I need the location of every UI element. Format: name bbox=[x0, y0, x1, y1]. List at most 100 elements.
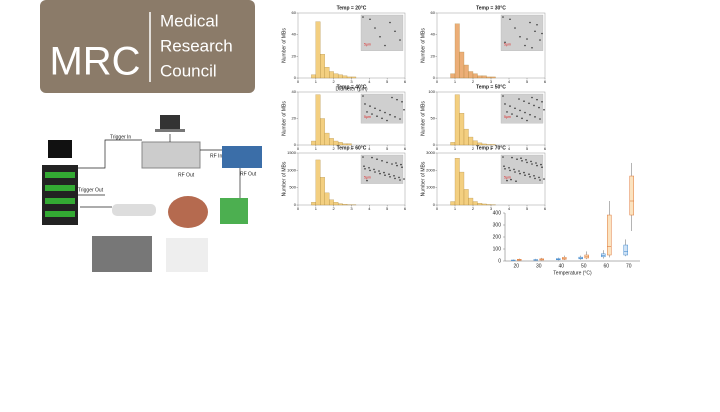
bar bbox=[464, 65, 469, 78]
inset-bubble bbox=[388, 173, 390, 175]
inset-bubble bbox=[362, 16, 364, 18]
x-tick-label: 70 bbox=[626, 263, 632, 269]
bar bbox=[311, 75, 315, 78]
inset-bubble bbox=[524, 174, 526, 176]
x-tick-label: 6 bbox=[404, 206, 407, 211]
y-tick-label: 400 bbox=[493, 210, 502, 216]
inset-bubble bbox=[389, 22, 391, 24]
inset-bubble bbox=[379, 173, 381, 175]
x-tick-label: 6 bbox=[404, 79, 407, 84]
bar bbox=[460, 172, 465, 205]
inset-bubble bbox=[399, 179, 401, 181]
inset-bubble bbox=[381, 160, 383, 162]
inset-bubble bbox=[384, 45, 386, 47]
bar bbox=[478, 76, 483, 78]
inset-bubble bbox=[374, 27, 376, 29]
y-tick-label: 1000 bbox=[426, 185, 436, 190]
bar bbox=[491, 77, 496, 78]
x-tick-label: 1 bbox=[454, 146, 457, 151]
inset-bubble bbox=[529, 22, 531, 24]
inset-bubble bbox=[374, 171, 376, 173]
bar bbox=[451, 142, 456, 145]
inset-scale: 5μm bbox=[364, 43, 371, 47]
inset-bubble bbox=[531, 47, 533, 49]
x-tick-label: 2 bbox=[472, 146, 475, 151]
x-tick-label: 4 bbox=[368, 146, 371, 151]
inset-scale: 5μm bbox=[364, 176, 371, 180]
inset-bubble bbox=[362, 156, 364, 158]
bar bbox=[316, 160, 320, 205]
inset-bubble bbox=[521, 160, 523, 162]
y-tick-label: 0 bbox=[498, 258, 501, 264]
inset-bubble bbox=[514, 171, 516, 173]
x-tick-label: 20 bbox=[513, 263, 519, 269]
y-tick-label: 1500 bbox=[287, 150, 297, 155]
inset-bubble bbox=[538, 107, 540, 109]
inset-bubble bbox=[533, 105, 535, 107]
x-tick-label: 1 bbox=[454, 206, 457, 211]
inset-scale: 5μm bbox=[504, 43, 511, 47]
inset-bubble bbox=[386, 120, 388, 122]
inset-bubble bbox=[384, 112, 386, 114]
y-tick-label: 1000 bbox=[287, 167, 297, 172]
inset-bubble bbox=[384, 174, 386, 176]
inset-bubble bbox=[519, 110, 521, 112]
bar bbox=[482, 76, 487, 78]
x-tick-label: 1 bbox=[315, 79, 318, 84]
inset-bubble bbox=[509, 105, 511, 107]
x-tick-label: 4 bbox=[368, 79, 371, 84]
logo-line: Council bbox=[160, 61, 217, 80]
inset-bubble bbox=[389, 114, 391, 116]
inset-bubble bbox=[539, 179, 541, 181]
y-tick-label: 2000 bbox=[426, 167, 436, 172]
chart-title: Temp = 50°C bbox=[476, 84, 506, 90]
y-tick-label: 50 bbox=[431, 116, 436, 121]
y-axis-label: Number of MBs bbox=[420, 28, 426, 63]
bar bbox=[311, 141, 315, 145]
x-tick-label: 40 bbox=[558, 263, 564, 269]
bar bbox=[329, 200, 333, 205]
inset-bubble bbox=[373, 169, 375, 171]
inset-bubble bbox=[508, 167, 510, 169]
bar bbox=[329, 72, 333, 79]
x-tick-label: 6 bbox=[544, 146, 547, 151]
x-tick-label: 6 bbox=[544, 206, 547, 211]
bar bbox=[325, 133, 329, 145]
inset-bubble bbox=[511, 157, 513, 159]
inset-scale: 5μm bbox=[364, 115, 371, 119]
y-tick-label: 3000 bbox=[426, 150, 436, 155]
inset-bubble bbox=[543, 178, 545, 180]
inset-bubble bbox=[504, 103, 506, 105]
y-tick-label: 200 bbox=[493, 234, 502, 240]
bar bbox=[451, 202, 456, 205]
inset-bubble bbox=[541, 166, 543, 168]
inset-bubble bbox=[526, 38, 528, 40]
bar bbox=[460, 113, 465, 145]
inset-bubble bbox=[539, 118, 541, 120]
inset-bubble bbox=[391, 97, 393, 99]
inset-bubble bbox=[379, 36, 381, 38]
bar bbox=[455, 24, 460, 78]
inset-bubble bbox=[395, 162, 397, 164]
diagram-label: Trigger In bbox=[110, 134, 131, 140]
inset-bubble bbox=[393, 175, 395, 177]
x-tick-label: 5 bbox=[386, 146, 389, 151]
x-tick-label: 1 bbox=[454, 79, 457, 84]
inset-bubble bbox=[379, 110, 381, 112]
x-tick-label: 60 bbox=[603, 263, 609, 269]
y-tick-label: 60 bbox=[431, 10, 436, 15]
inset-bubble bbox=[519, 173, 521, 175]
y-tick-label: 100 bbox=[493, 246, 502, 252]
inset-bubble bbox=[530, 161, 532, 163]
inset-bubble bbox=[536, 24, 538, 26]
x-tick-label: 6 bbox=[404, 146, 407, 151]
x-tick-label: 4 bbox=[508, 79, 511, 84]
bar bbox=[464, 129, 469, 145]
diagram bbox=[42, 115, 262, 272]
bar bbox=[451, 74, 456, 78]
x-tick-label: 2 bbox=[472, 79, 475, 84]
inset-bubble bbox=[381, 118, 383, 120]
x-tick-label: 2 bbox=[333, 146, 336, 151]
inset-bubble bbox=[376, 115, 378, 117]
